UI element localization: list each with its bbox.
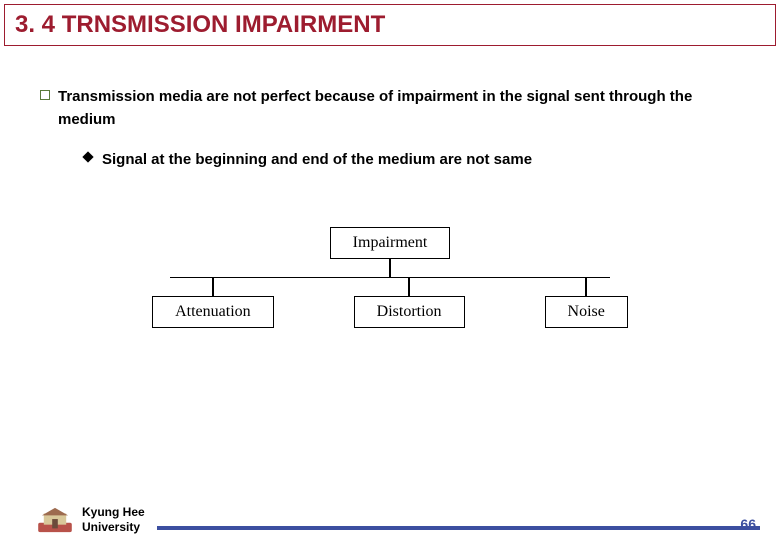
sub-bullet-row: Signal at the beginning and end of the m… xyxy=(84,149,740,172)
diagram-child-col: Noise xyxy=(545,278,628,328)
footer: Kyung Hee University 66 xyxy=(0,505,780,534)
connector-vertical xyxy=(408,278,410,296)
diagram-child-col: Attenuation xyxy=(152,278,274,328)
uni-line2: University xyxy=(82,520,145,534)
diagram: Impairment Attenuation Distortion Noise xyxy=(40,227,740,329)
connector-vertical xyxy=(389,259,391,277)
bullet-square-icon xyxy=(40,90,50,100)
content-area: Transmission media are not perfect becau… xyxy=(0,46,780,328)
connector-vertical xyxy=(212,278,214,296)
bullet-row-1: Transmission media are not perfect becau… xyxy=(40,86,740,131)
page-number: 66 xyxy=(740,516,756,532)
page-title: 3. 4 TRNSMISSION IMPAIRMENT xyxy=(15,11,765,39)
diagram-child-box: Distortion xyxy=(354,296,465,328)
university-logo-icon xyxy=(36,506,74,534)
title-container: 3. 4 TRNSMISSION IMPAIRMENT xyxy=(4,4,776,46)
diagram-root-box: Impairment xyxy=(330,227,451,259)
university-name: Kyung Hee University xyxy=(82,505,145,534)
diagram-child-col: Distortion xyxy=(354,278,465,328)
diagram-child-box: Noise xyxy=(545,296,628,328)
connector-horizontal xyxy=(170,277,610,279)
bullet-text-1: Transmission media are not perfect becau… xyxy=(58,86,740,131)
uni-line1: Kyung Hee xyxy=(82,505,145,519)
connector-vertical xyxy=(585,278,587,296)
footer-line xyxy=(157,526,760,530)
diagram-children-row: Attenuation Distortion Noise xyxy=(152,278,628,328)
diagram-child-box: Attenuation xyxy=(152,296,274,328)
bullet-text-2: Signal at the beginning and end of the m… xyxy=(102,149,532,172)
bullet-diamond-icon xyxy=(82,151,93,162)
footer-line-wrap xyxy=(157,526,760,534)
connector-horizontal-wrap xyxy=(170,277,610,279)
